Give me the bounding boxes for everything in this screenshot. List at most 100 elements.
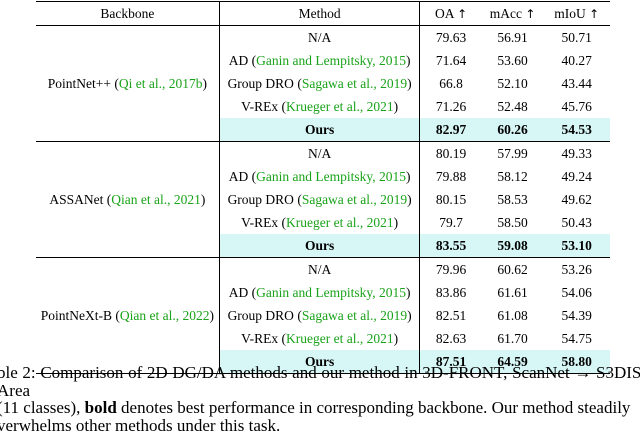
- macc-value-cell: 64.59: [481, 350, 544, 374]
- table-row-ours: Ours 83.55 59.08 53.10: [36, 234, 610, 258]
- citation-link[interactable]: Ganin and Lempitsky, 2015: [256, 285, 406, 300]
- table-row: Group DRO (Sagawa et al., 2019) 82.51 61.0…: [36, 304, 610, 327]
- macc-value-cell: 61.70: [497, 331, 528, 346]
- oa-value-cell: 87.51: [419, 350, 482, 374]
- table-caption: ble 2: Comparison of 2D DG/DA methods an…: [0, 364, 640, 434]
- macc-value-cell: 58.53: [497, 192, 528, 207]
- macc-value-cell: 53.60: [497, 53, 528, 68]
- citation-link[interactable]: Ganin and Lempitsky, 2015: [256, 169, 406, 184]
- miou-value-cell: 49.33: [561, 146, 592, 161]
- miou-value-cell: 54.06: [561, 285, 592, 300]
- header-miou: mIoU ↑: [543, 1, 610, 26]
- caption-line-2: (11 classes), bold denotes best performa…: [0, 398, 631, 417]
- oa-value-cell: 82.51: [435, 308, 467, 323]
- oa-value-cell: 66.8: [439, 76, 463, 91]
- table-row: AD (Ganin and Lempitsky, 2015) 83.86 61.61…: [36, 281, 610, 304]
- method-cell: Group DRO (Sagawa et al., 2019): [219, 72, 421, 95]
- macc-value-cell: 61.61: [497, 285, 528, 300]
- table-row: AD (Ganin and Lempitsky, 2015) 79.88 58.12…: [36, 165, 610, 188]
- backbone-cell: PointNet++ (Qi et al., 2017b): [36, 25, 220, 142]
- citation-link[interactable]: Sagawa et al., 2019: [301, 76, 408, 91]
- method-cell: Ours: [219, 234, 421, 258]
- citation-link[interactable]: Qian et al., 2022: [119, 308, 210, 323]
- oa-value-cell: 83.55: [419, 234, 482, 258]
- method-cell: AD (Ganin and Lempitsky, 2015): [219, 49, 421, 72]
- backbone-cell: ASSANet (Qian et al., 2021): [36, 141, 220, 258]
- table-row: Group DRO (Sagawa et al., 2019) 80.15 58.5…: [36, 188, 610, 211]
- miou-value-cell: 45.76: [561, 99, 592, 114]
- citation-link[interactable]: Sagawa et al., 2019: [301, 192, 408, 207]
- macc-value-cell: 58.50: [497, 215, 528, 230]
- table-row-ours: Ours 87.51 64.59 58.80: [36, 350, 610, 374]
- citation-link[interactable]: Qian et al., 2021: [111, 192, 201, 207]
- table-row: PointNeXt-B (Qian et al., 2022) N/A 79.96 6…: [36, 257, 610, 374]
- oa-value-cell: 79.7: [439, 215, 463, 230]
- oa-value-cell: 79.63: [435, 30, 467, 45]
- backbone-cell: PointNeXt-B (Qian et al., 2022): [36, 257, 220, 374]
- miou-value-cell: 54.39: [561, 308, 592, 323]
- macc-value-cell: 60.62: [497, 262, 528, 277]
- table-row: PointNet++ (Qi et al., 2017b) N/A 79.63 56.…: [36, 25, 610, 142]
- caption-line-1: ble 2: Comparison of 2D DG/DA methods an…: [0, 363, 640, 400]
- up-arrow-icon: ↑: [589, 6, 600, 21]
- citation-link[interactable]: Qi et al., 2017b: [118, 76, 203, 91]
- miou-value-cell: 40.27: [561, 53, 592, 68]
- oa-value-cell: 82.97: [419, 118, 482, 142]
- miou-value-cell: 54.53: [543, 118, 610, 142]
- macc-value-cell: 52.48: [497, 99, 528, 114]
- macc-value-cell: 57.99: [497, 146, 528, 161]
- method-cell: AD (Ganin and Lempitsky, 2015): [219, 165, 421, 188]
- oa-value-cell: 71.64: [435, 53, 467, 68]
- miou-value-cell: 54.75: [561, 331, 592, 346]
- miou-value-cell: 49.24: [561, 169, 592, 184]
- table-row: V-REx (Krueger et al., 2021) 71.26 52.48 45…: [36, 95, 610, 118]
- method-cell: N/A: [219, 141, 421, 165]
- oa-value-cell: 71.26: [435, 99, 467, 114]
- citation-link[interactable]: Ganin and Lempitsky, 2015: [256, 53, 406, 68]
- method-cell: V-REx (Krueger et al., 2021): [219, 211, 421, 234]
- method-cell: AD (Ganin and Lempitsky, 2015): [219, 281, 421, 304]
- oa-value-cell: 83.86: [435, 285, 467, 300]
- header-method: Method: [219, 1, 421, 26]
- oa-value-cell: 79.88: [435, 169, 467, 184]
- header-backbone: Backbone: [36, 1, 220, 26]
- macc-value-cell: 59.08: [481, 234, 544, 258]
- method-cell: V-REx (Krueger et al., 2021): [219, 95, 421, 118]
- table-row: AD (Ganin and Lempitsky, 2015) 71.64 53.60…: [36, 49, 610, 72]
- macc-value-cell: 52.10: [497, 76, 528, 91]
- up-arrow-icon: ↑: [525, 6, 536, 21]
- macc-value-cell: 58.12: [497, 169, 528, 184]
- oa-value-cell: 82.63: [435, 331, 467, 346]
- method-cell: V-REx (Krueger et al., 2021): [219, 327, 421, 350]
- method-cell: Group DRO (Sagawa et al., 2019): [219, 188, 421, 211]
- citation-link[interactable]: Krueger et al., 2021: [286, 331, 394, 346]
- table-row-ours: Ours 82.97 60.26 54.53: [36, 118, 610, 142]
- citation-link[interactable]: Sagawa et al., 2019: [301, 308, 408, 323]
- table-row: ASSANet (Qian et al., 2021) N/A 80.19 57.99…: [36, 141, 610, 258]
- method-cell: N/A: [219, 25, 421, 49]
- miou-value-cell: 50.71: [561, 30, 592, 45]
- macc-value-cell: 56.91: [497, 30, 528, 45]
- macc-value-cell: 61.08: [497, 308, 528, 323]
- miou-value-cell: 53.10: [543, 234, 610, 258]
- oa-value-cell: 80.19: [435, 146, 467, 161]
- miou-value-cell: 43.44: [561, 76, 592, 91]
- method-cell: Ours: [219, 350, 421, 374]
- miou-value-cell: 50.43: [561, 215, 592, 230]
- method-cell: Ours: [219, 118, 421, 142]
- miou-value-cell: 49.62: [561, 192, 592, 207]
- table-body: PointNet++ (Qi et al., 2017b) N/A 79.63 56.…: [36, 25, 610, 374]
- table-row: V-REx (Krueger et al., 2021) 82.63 61.70 54…: [36, 327, 610, 350]
- citation-link[interactable]: Krueger et al., 2021: [286, 215, 394, 230]
- caption-bold-word: bold: [84, 398, 117, 417]
- method-cell: Group DRO (Sagawa et al., 2019): [219, 304, 421, 327]
- miou-value-cell: 58.80: [543, 350, 610, 374]
- oa-value-cell: 80.15: [435, 192, 467, 207]
- oa-value-cell: 79.96: [435, 262, 467, 277]
- header-oa: OA ↑: [419, 1, 482, 26]
- table-row: Group DRO (Sagawa et al., 2019) 66.8 52.10…: [36, 72, 610, 95]
- citation-link[interactable]: Krueger et al., 2021: [286, 99, 394, 114]
- table-row: V-REx (Krueger et al., 2021) 79.7 58.50 50.…: [36, 211, 610, 234]
- results-table: Backbone Method OA ↑ mAcc ↑ mIoU ↑ Point…: [36, 1, 610, 374]
